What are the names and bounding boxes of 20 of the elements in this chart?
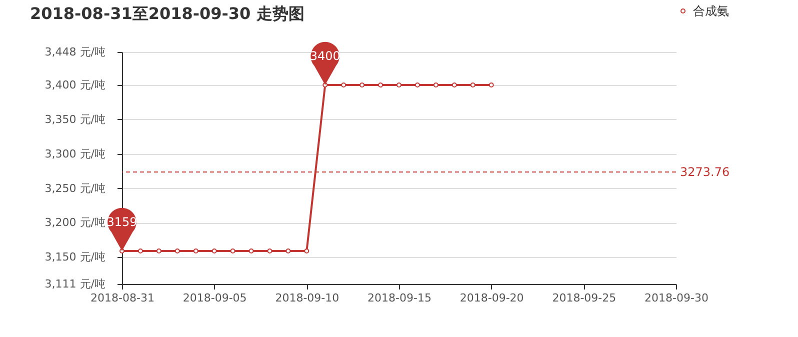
ref-line-label: 3273.76 (680, 164, 730, 179)
y-tick-label: 3,300 元/吨 (44, 147, 106, 160)
x-tick-label: 2018-09-10 (275, 292, 340, 304)
annotation: 3159 (106, 214, 138, 229)
legend-label: 合成氨 (693, 4, 729, 18)
x-tick-label: 2018-09-25 (552, 292, 616, 304)
y-tick-label: 3,111 元/吨 (44, 278, 106, 290)
x-tick-label: 2018-09-20 (460, 292, 524, 304)
x-tick-label: 2018-08-31 (90, 292, 154, 304)
annotation: 3400 (310, 49, 340, 64)
x-tick-label: 2018-09-30 (644, 292, 708, 304)
y-tick-label: 3,250 元/吨 (44, 182, 106, 195)
x-tick-label: 2018-09-05 (182, 292, 247, 304)
chart-title: 2018-08-31至2018-09-30 走势图 (30, 4, 304, 23)
x-tick-label: 2018-09-15 (368, 292, 432, 304)
y-tick-label: 3,448 元/吨 (44, 46, 106, 58)
y-tick-label: 3,200 元/吨 (44, 216, 106, 230)
y-tick-label: 3,150 元/吨 (44, 250, 106, 264)
y-tick-label: 3,350 元/吨 (44, 112, 106, 126)
y-tick-label: 3,400 元/吨 (44, 78, 106, 92)
